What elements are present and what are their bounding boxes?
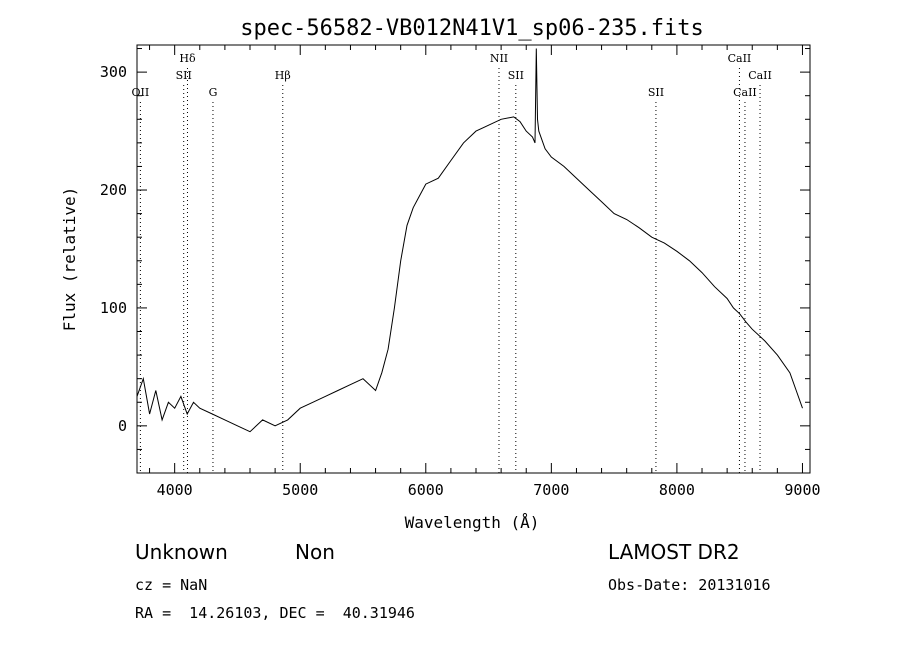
class-label: Unknown <box>135 540 228 564</box>
y-tick-label: 300 <box>100 63 127 81</box>
y-axis-label: Flux (relative) <box>60 187 79 332</box>
subclass-label: Non <box>295 540 335 564</box>
emission-line-markers <box>139 68 761 473</box>
ra-dec: RA = 14.26103, DEC = 40.31946 <box>135 604 415 622</box>
emission-line-label: OII <box>132 86 150 99</box>
y-tick-label: 200 <box>100 181 127 199</box>
emission-line-label: G <box>209 86 218 99</box>
emission-line-label: Hδ <box>179 52 196 65</box>
obs-date: Obs-Date: 20131016 <box>608 576 771 594</box>
spectrum-line <box>136 48 803 433</box>
x-tick-label: 8000 <box>659 481 695 499</box>
x-tick-label: 6000 <box>408 481 444 499</box>
x-tick-label: 9000 <box>784 481 820 499</box>
x-axis: 4000 5000 6000 7000 8000 9000 <box>149 45 821 499</box>
emission-line-label: SII <box>176 69 192 82</box>
plot-frame <box>136 44 811 474</box>
y-tick-label: 100 <box>100 299 127 317</box>
x-tick-label: 7000 <box>533 481 569 499</box>
emission-line-label: SII <box>508 69 524 82</box>
cz-value: cz = NaN <box>135 576 208 594</box>
emission-line-label: Hβ <box>275 69 291 82</box>
emission-line-label: CaII <box>748 69 772 82</box>
y-axis: 0 100 200 300 <box>100 48 810 474</box>
survey-label: LAMOST DR2 <box>608 540 740 564</box>
y-tick-label: 0 <box>118 417 127 435</box>
emission-line-label: SII <box>648 86 664 99</box>
emission-line-label: CaII <box>733 86 757 99</box>
emission-line-label: CaII <box>728 52 752 65</box>
x-axis-label: Wavelength (Å) <box>405 513 540 532</box>
x-tick-label: 5000 <box>282 481 318 499</box>
emission-line-label: NII <box>490 52 508 65</box>
x-tick-label: 4000 <box>157 481 193 499</box>
chart-title: spec-56582-VB012N41V1_sp06-235.fits <box>240 16 704 41</box>
